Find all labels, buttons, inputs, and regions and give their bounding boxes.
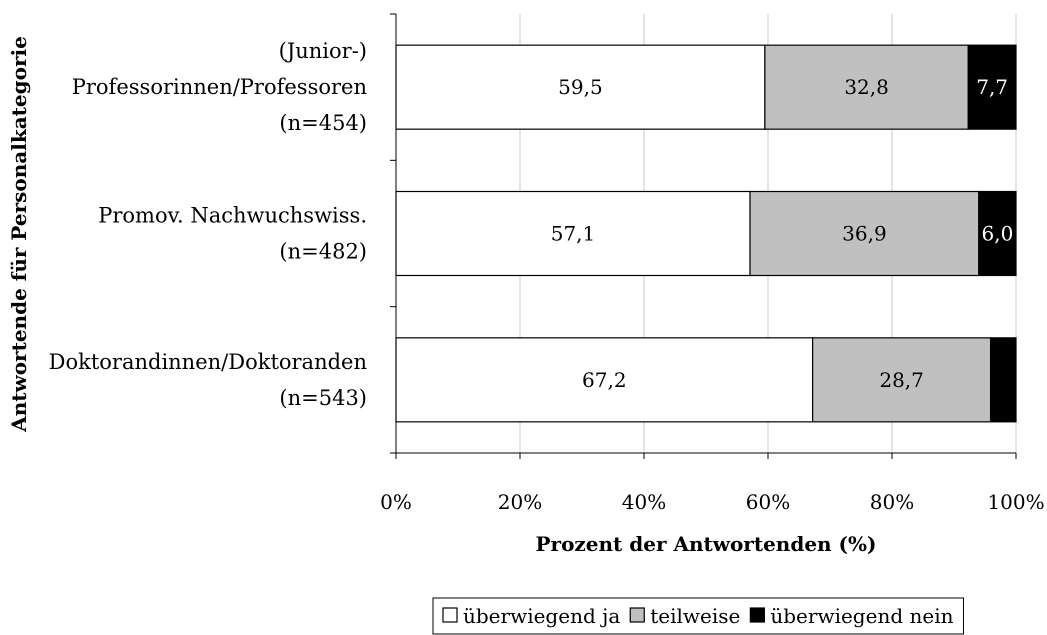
- bar-segment: [764, 44, 969, 130]
- bar-segment: [395, 190, 751, 277]
- x-tick-label: 80%: [870, 490, 914, 514]
- bar-segment: [989, 337, 1017, 423]
- data-label: 6,0: [981, 222, 1013, 246]
- legend-swatch: [442, 607, 458, 623]
- category-label: Doktorandinnen/Doktoranden: [49, 350, 367, 374]
- category-label: (n=454): [279, 111, 367, 135]
- legend-label: teilweise: [650, 604, 740, 628]
- y-axis-title: Antwortende für Personalkategorie: [7, 36, 31, 433]
- bars: 59,5 32,8 7,7 57,1 36,9 6,0 67,2 28,7: [395, 44, 1017, 423]
- x-axis-title: Prozent der Antwortenden (%): [536, 532, 877, 556]
- legend-swatch: [749, 607, 765, 623]
- data-label: 59,5: [558, 75, 603, 99]
- data-label: 67,2: [582, 368, 627, 392]
- legend-label: überwiegend nein: [770, 604, 953, 628]
- legend-swatch: [629, 607, 645, 623]
- axes: [390, 13, 1017, 459]
- bar-segment: [967, 44, 1017, 130]
- data-label: 28,7: [879, 368, 924, 392]
- category-label: Professorinnen/Professoren: [72, 75, 367, 99]
- x-tick-label: 60%: [746, 490, 790, 514]
- x-tick-label: 20%: [498, 490, 542, 514]
- x-tick-label: 100%: [987, 490, 1044, 514]
- data-label: 32,8: [844, 75, 889, 99]
- legend-box: [432, 597, 964, 635]
- bar-segment: [395, 337, 814, 423]
- x-tick-labels: 0% 20% 40% 60% 80% 100%: [380, 490, 1044, 514]
- legend: überwiegend ja teilweise überwiegend nein: [432, 597, 964, 635]
- data-label: 36,9: [842, 222, 887, 246]
- category-label: (n=482): [279, 240, 367, 264]
- bar-segment: [395, 44, 766, 130]
- category-label: (Junior-): [279, 39, 367, 63]
- category-label: Promov. Nachwuchswiss.: [98, 204, 367, 228]
- legend-label: überwiegend ja: [463, 604, 620, 628]
- data-label: 57,1: [551, 222, 596, 246]
- category-label: (n=543): [279, 386, 367, 410]
- category-labels: (Junior-) Professorinnen/Professoren (n=45…: [49, 39, 367, 410]
- x-tick-label: 40%: [622, 490, 666, 514]
- x-tick-label: 0%: [380, 490, 412, 514]
- bar-segment: [749, 190, 980, 277]
- data-label: 7,7: [976, 75, 1008, 99]
- bar-segment: [978, 190, 1017, 277]
